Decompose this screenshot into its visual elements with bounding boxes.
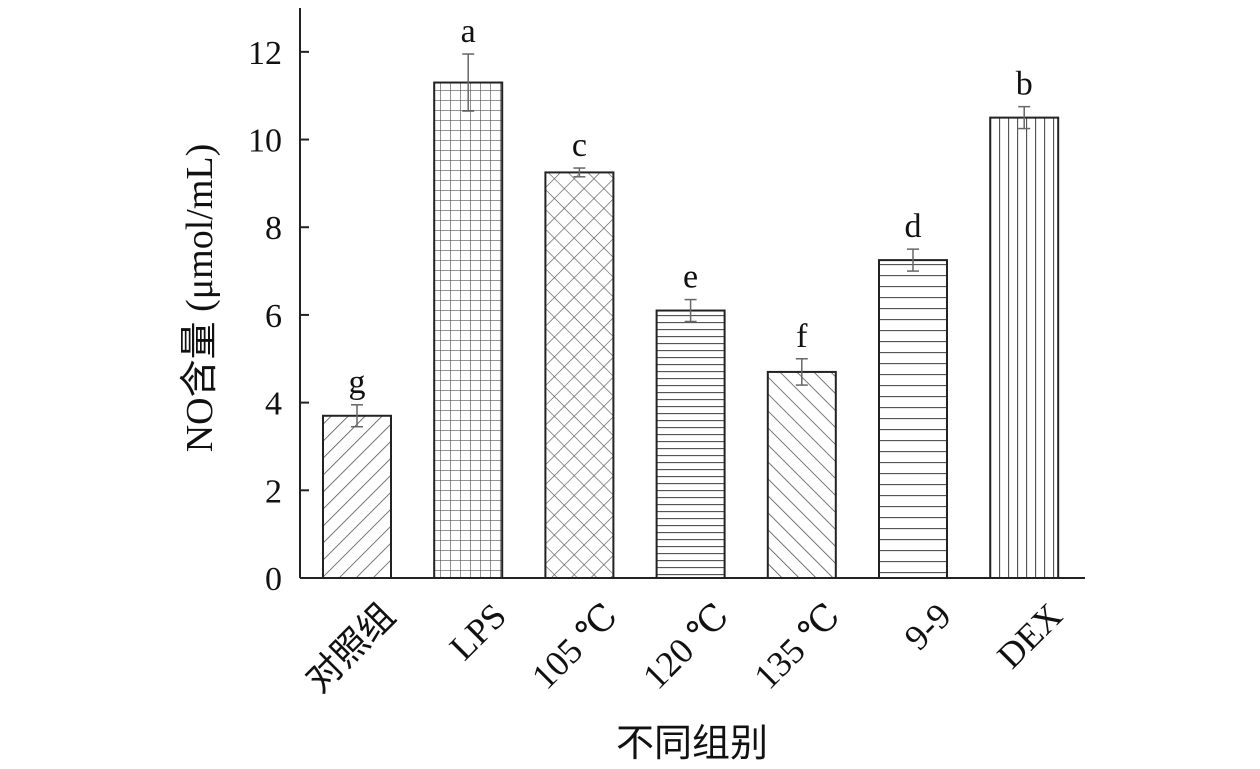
y-tick-label: 4 bbox=[265, 386, 282, 423]
bar bbox=[766, 370, 837, 579]
y-tick-label: 6 bbox=[265, 298, 282, 335]
error-bar bbox=[1018, 105, 1031, 130]
significance-label: e bbox=[683, 259, 698, 296]
error-bar bbox=[462, 53, 475, 112]
y-tick-label: 8 bbox=[265, 210, 282, 247]
bar bbox=[322, 414, 392, 579]
bar bbox=[989, 116, 1060, 579]
bar bbox=[878, 259, 948, 579]
bar bbox=[433, 81, 504, 580]
x-axis-title: 不同组别 bbox=[616, 723, 768, 765]
y-axis: 0 2 4 6 8 10 12 bbox=[248, 8, 309, 598]
x-tick-label: 9-9 bbox=[897, 595, 959, 657]
x-tick-label: LPS bbox=[442, 595, 514, 667]
significance-label: b bbox=[1016, 66, 1033, 103]
bars: g a c e f d b bbox=[322, 13, 1060, 580]
bar bbox=[655, 309, 726, 579]
significance-label: c bbox=[572, 127, 587, 164]
error-bar bbox=[907, 248, 919, 272]
significance-label: f bbox=[796, 318, 808, 355]
error-bar bbox=[684, 298, 697, 323]
significance-label: g bbox=[349, 364, 366, 401]
significance-label: a bbox=[461, 13, 476, 50]
x-axis: 对照组 LPS 105 ℃ 120 ℃ 135 ℃ 9-9 DEX bbox=[298, 577, 1085, 700]
y-tick-label: 2 bbox=[265, 473, 282, 510]
x-tick-label: 对照组 bbox=[298, 595, 403, 700]
x-tick-label: 105 ℃ bbox=[524, 595, 625, 696]
bar bbox=[544, 171, 615, 580]
error-bar bbox=[351, 404, 363, 428]
y-tick-label: 12 bbox=[248, 35, 282, 72]
x-tick-label: 120 ℃ bbox=[635, 595, 736, 696]
x-tick-label: 135 ℃ bbox=[746, 595, 847, 696]
significance-label: d bbox=[905, 208, 922, 245]
y-tick-label: 10 bbox=[248, 123, 282, 160]
y-tick-label: 0 bbox=[265, 561, 282, 598]
y-axis-title: NO含量 (μmol/mL) bbox=[179, 144, 221, 453]
x-tick-label: DEX bbox=[989, 595, 1070, 676]
error-bar bbox=[795, 358, 808, 386]
error-bar bbox=[573, 167, 586, 178]
